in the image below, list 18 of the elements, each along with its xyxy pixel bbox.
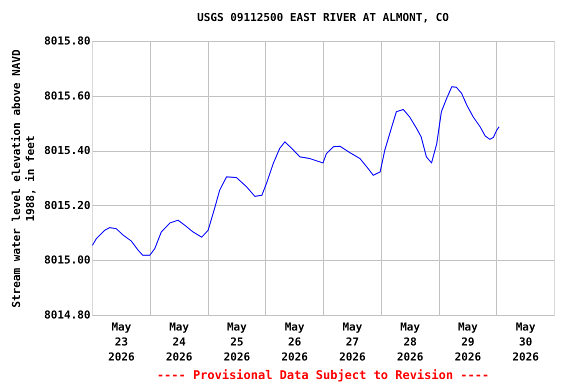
line-series xyxy=(92,86,500,256)
y-tick-label: 8015.40 xyxy=(44,144,90,158)
y-tick-label: 8014.80 xyxy=(44,308,90,322)
chart-title: USGS 09112500 EAST RIVER AT ALMONT, CO xyxy=(197,11,450,24)
y-tick-label: 8015.60 xyxy=(44,89,90,102)
text: ---- Provisional Data Subject to Revision ---- xyxy=(156,368,490,382)
x-tick-label: May 25 2026 xyxy=(224,320,250,364)
y-axis-title: Stream water level elevation above NAVD 1988, in feet xyxy=(10,48,38,308)
x-tick-label: May 27 2026 xyxy=(339,320,366,364)
x-tick-label: May 26 2026 xyxy=(281,320,308,364)
x-tick-label: May 28 2026 xyxy=(396,320,424,364)
x-tick-label: May 23 2026 xyxy=(108,320,135,364)
y-tick-label: 8015.20 xyxy=(44,198,90,212)
x-tick-label: May 29 2026 xyxy=(454,320,482,364)
x-tick-label: May 24 2026 xyxy=(166,320,193,364)
x-tick-label: May 30 2026 xyxy=(512,320,540,364)
y-tick-label: 8015.00 xyxy=(44,254,90,267)
y-tick-label: 8015.80 xyxy=(44,34,90,48)
